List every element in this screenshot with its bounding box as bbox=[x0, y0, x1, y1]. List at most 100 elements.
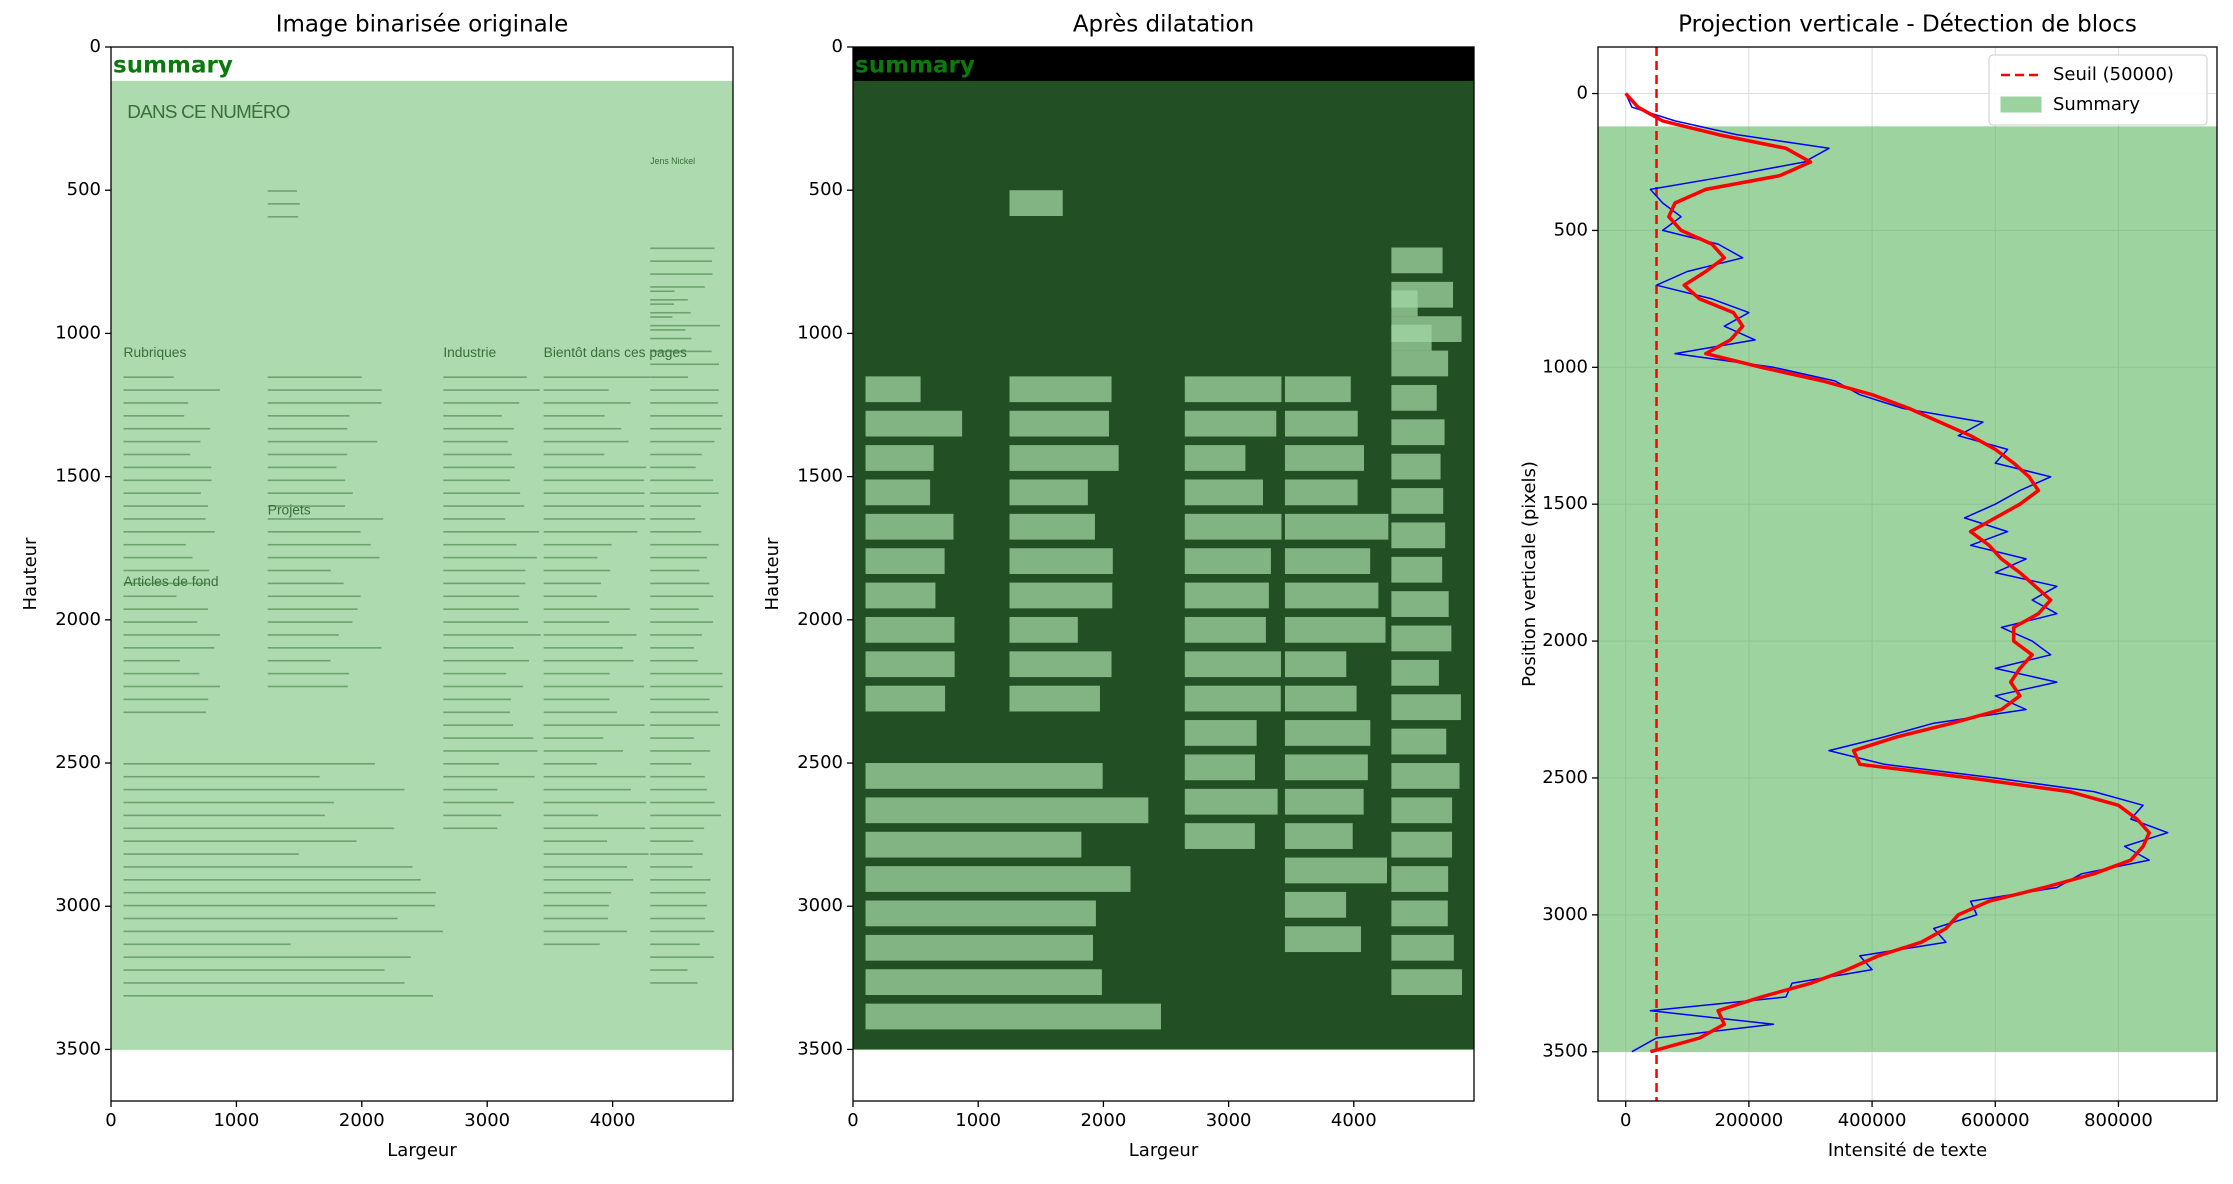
text-line bbox=[543, 505, 645, 507]
image-text: Bientôt dans ces pages bbox=[544, 345, 687, 360]
text-line bbox=[123, 685, 221, 688]
image-text: DANS CE NUMÉRO bbox=[127, 101, 290, 122]
text-line bbox=[443, 479, 511, 482]
text-line bbox=[443, 453, 512, 456]
text-line bbox=[650, 891, 706, 894]
dilated-block bbox=[865, 582, 936, 609]
text-line bbox=[650, 866, 693, 868]
dilated-block bbox=[865, 479, 931, 506]
dilated-block bbox=[1284, 651, 1347, 678]
text-line bbox=[123, 853, 299, 855]
y-tick-label: 0 bbox=[90, 36, 101, 57]
text-line bbox=[650, 685, 723, 688]
text-line bbox=[650, 608, 699, 610]
dilated-block bbox=[1184, 479, 1263, 506]
dilated-block bbox=[1009, 410, 1109, 437]
text-line bbox=[543, 518, 646, 520]
x-tick-label: 800000 bbox=[2084, 1110, 2153, 1131]
text-line bbox=[650, 415, 723, 417]
dilated-block bbox=[1284, 891, 1347, 918]
text-line bbox=[543, 543, 612, 546]
text-line bbox=[267, 427, 348, 430]
text-line bbox=[543, 453, 605, 456]
text-line bbox=[267, 634, 339, 636]
text-line bbox=[650, 827, 705, 830]
x-axis-label: Intensité de texte bbox=[1828, 1140, 1987, 1161]
text-line bbox=[650, 595, 714, 598]
dilated-block bbox=[1391, 900, 1448, 927]
span-label: summary bbox=[855, 53, 975, 79]
legend-swatch bbox=[2000, 96, 2042, 113]
text-line bbox=[443, 569, 526, 572]
text-line bbox=[443, 814, 502, 817]
y-tick-label: 1000 bbox=[55, 322, 101, 343]
text-line bbox=[267, 608, 358, 610]
text-line bbox=[650, 763, 692, 765]
text-line bbox=[543, 531, 638, 533]
summary-span bbox=[853, 80, 1474, 1050]
text-line bbox=[650, 775, 705, 778]
text-line bbox=[443, 621, 529, 623]
text-line bbox=[123, 917, 398, 920]
text-line bbox=[650, 621, 713, 623]
text-line bbox=[443, 389, 540, 391]
text-line bbox=[443, 634, 541, 636]
dilated-block bbox=[1009, 582, 1113, 609]
x-axis-label: Largeur bbox=[1129, 1140, 1199, 1161]
x-tick-label: 0 bbox=[105, 1110, 116, 1131]
text-line bbox=[543, 427, 622, 430]
y-tick-label: 2500 bbox=[797, 752, 843, 773]
text-line bbox=[443, 647, 514, 649]
x-tick-label: 1000 bbox=[213, 1110, 259, 1131]
text-line bbox=[543, 737, 604, 739]
dilated-block bbox=[1391, 488, 1444, 514]
text-line bbox=[123, 389, 220, 391]
image-text: Articles de fond bbox=[124, 574, 219, 589]
text-line bbox=[650, 453, 702, 456]
image-background bbox=[111, 47, 733, 1050]
y-tick-label: 500 bbox=[809, 179, 843, 200]
y-tick-label: 3000 bbox=[797, 895, 843, 916]
dilated-block bbox=[1284, 376, 1351, 403]
text-line bbox=[650, 316, 673, 318]
text-line bbox=[267, 479, 346, 482]
text-line bbox=[650, 582, 710, 585]
chart-title: Projection verticale - Détection de bloc… bbox=[1678, 12, 2137, 38]
text-line bbox=[267, 389, 382, 391]
text-line bbox=[650, 982, 698, 984]
y-tick-label: 2500 bbox=[55, 752, 101, 773]
text-line bbox=[650, 917, 706, 920]
dilated-block bbox=[1391, 728, 1447, 755]
text-line bbox=[543, 647, 624, 649]
text-line bbox=[267, 415, 350, 417]
text-line bbox=[543, 415, 605, 417]
y-tick-label: 1000 bbox=[797, 322, 843, 343]
dilated-block bbox=[865, 376, 921, 403]
y-tick-label: 2000 bbox=[1542, 630, 1588, 651]
y-tick-label: 1500 bbox=[55, 466, 101, 487]
text-line bbox=[443, 505, 525, 507]
dilated-block bbox=[865, 831, 1082, 858]
dilated-block bbox=[1284, 788, 1364, 815]
text-line bbox=[543, 479, 645, 482]
text-line bbox=[123, 647, 215, 649]
text-line bbox=[543, 866, 628, 868]
image-text: Rubriques bbox=[124, 345, 187, 360]
dilated-block bbox=[865, 763, 1103, 789]
x-tick-label: 4000 bbox=[1331, 1110, 1377, 1131]
text-line bbox=[123, 995, 433, 997]
text-line bbox=[650, 569, 700, 572]
dilated-block bbox=[1009, 548, 1113, 574]
text-line bbox=[543, 788, 631, 791]
text-line bbox=[543, 943, 600, 946]
text-line bbox=[267, 518, 384, 520]
y-tick-label: 0 bbox=[1577, 83, 1588, 104]
span-label: summary bbox=[113, 53, 233, 79]
dilated-block bbox=[1391, 625, 1452, 652]
dilated-block bbox=[1184, 788, 1278, 815]
y-tick-label: 500 bbox=[67, 179, 101, 200]
dilated-block bbox=[1391, 969, 1463, 996]
text-line bbox=[650, 531, 702, 533]
plot-area bbox=[1598, 47, 2217, 1101]
y-tick-label: 500 bbox=[1554, 219, 1588, 240]
